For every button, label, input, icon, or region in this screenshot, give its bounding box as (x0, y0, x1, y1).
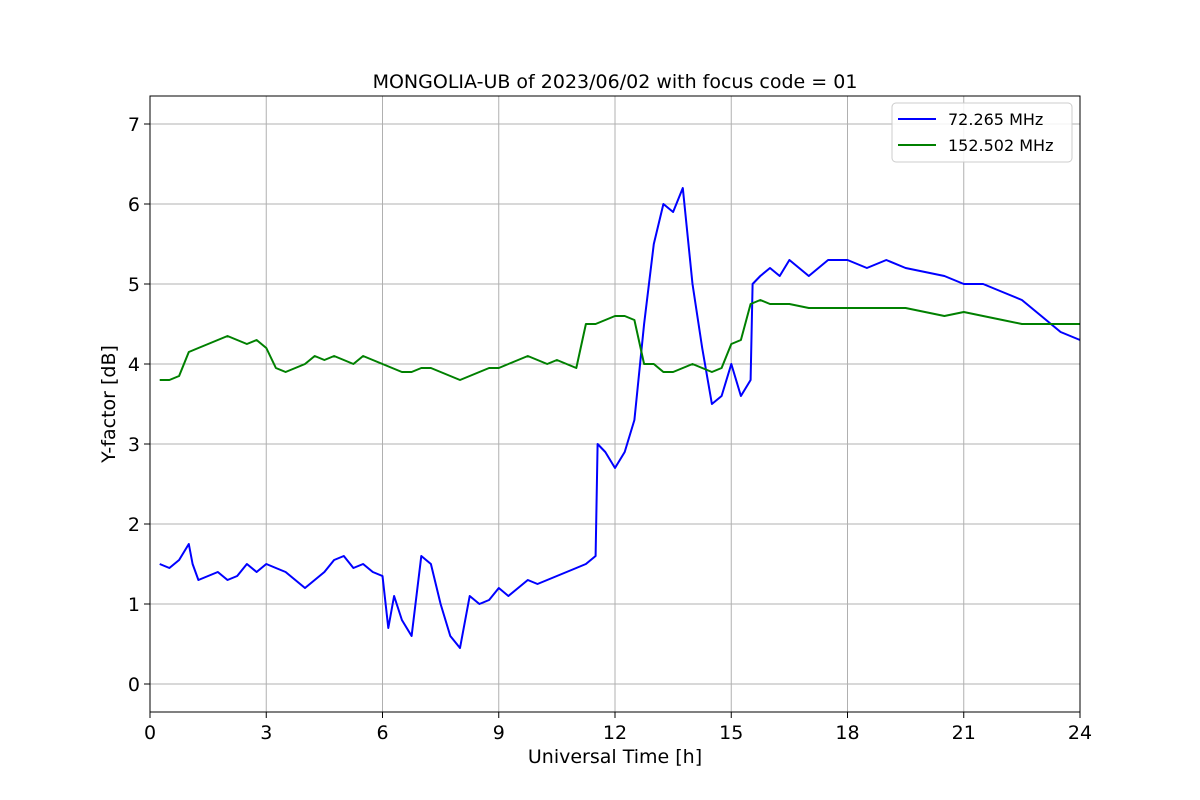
x-tick-label: 3 (260, 722, 272, 744)
y-tick-label: 0 (128, 674, 140, 696)
grid (149, 96, 1081, 712)
y-tick-label: 6 (128, 194, 140, 216)
y-tick-label: 4 (128, 354, 140, 376)
y-tick-label: 5 (128, 274, 140, 296)
chart-title: MONGOLIA-UB of 2023/06/02 with focus cod… (373, 71, 858, 93)
x-tick-label: 6 (376, 722, 388, 744)
x-tick-label: 9 (493, 722, 505, 744)
x-axis: 0 3 6 9 12 15 18 21 24 (144, 712, 1092, 744)
x-tick-label: 21 (952, 722, 976, 744)
series-line-2 (159, 299, 1080, 381)
plot-lines (159, 187, 1081, 649)
y-tick-label: 3 (128, 434, 140, 456)
legend-label: 152.502 MHz (948, 136, 1053, 155)
y-tick-label: 2 (128, 514, 140, 536)
legend-frame (891, 102, 1073, 163)
legend: 72.265 MHz 152.502 MHz (891, 102, 1073, 163)
legend-label: 72.265 MHz (948, 110, 1043, 129)
x-tick-label: 15 (719, 722, 743, 744)
x-tick-label: 0 (144, 722, 156, 744)
y-tick-label: 7 (128, 114, 140, 136)
x-axis-label: Universal Time [h] (528, 746, 702, 768)
y-tick-label: 1 (128, 594, 140, 616)
y-axis-label: Y-factor [dB] (98, 345, 120, 464)
series-line-1 (159, 187, 1081, 649)
x-tick-label: 12 (603, 722, 627, 744)
x-tick-label: 18 (835, 722, 859, 744)
y-axis: 0 1 2 3 4 5 6 7 (128, 114, 150, 696)
x-tick-label: 24 (1068, 722, 1092, 744)
